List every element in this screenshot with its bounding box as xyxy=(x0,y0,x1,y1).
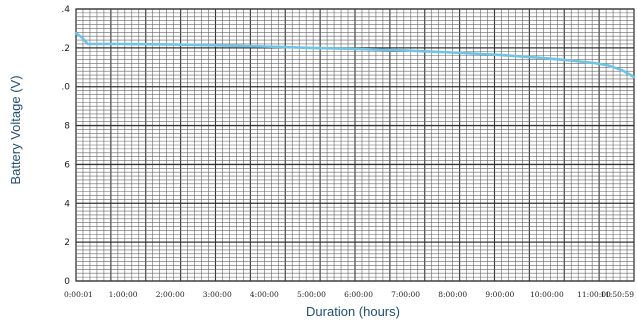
x-tick-label: 11:50:59 xyxy=(600,290,634,299)
x-tick-label: 6:00:00 xyxy=(344,290,373,299)
y-tick-label: 8 xyxy=(64,122,70,132)
x-tick-label: 11:00:00 xyxy=(577,290,611,299)
y-tick-label: .2 xyxy=(61,44,70,54)
y-tick-label: 0 xyxy=(64,277,70,287)
y-tick-label: 6 xyxy=(64,160,70,170)
y-axis-ticks: .4 .2 .0 8 6 4 2 0 xyxy=(61,5,70,287)
x-tick-label: 0:00:01 xyxy=(64,290,93,299)
battery-voltage-line xyxy=(74,31,636,79)
x-axis-ticks: 0:00:01 1:00:00 2:00:00 3:00:00 4:00:00 5:00:… xyxy=(64,290,634,299)
x-tick-label: 5:00:00 xyxy=(297,290,326,299)
y-tick-label: .0 xyxy=(61,83,70,93)
x-tick-label: 4:00:00 xyxy=(250,290,279,299)
x-tick-label: 3:00:00 xyxy=(203,290,232,299)
y-axis-label: Battery Voltage (V) xyxy=(8,75,23,184)
chart-grid xyxy=(75,8,635,282)
x-tick-label: 2:00:00 xyxy=(156,290,185,299)
series-layer xyxy=(74,31,636,79)
x-tick-label: 9:00:00 xyxy=(485,290,514,299)
x-axis-label: Duration (hours) xyxy=(306,304,400,319)
x-tick-label: 10:00:00 xyxy=(530,290,564,299)
x-tick-label: 8:00:00 xyxy=(438,290,467,299)
y-tick-label: .4 xyxy=(61,5,70,15)
y-tick-label: 2 xyxy=(64,238,70,248)
y-tick-label: 4 xyxy=(64,199,70,209)
x-tick-label: 1:00:00 xyxy=(109,290,138,299)
x-tick-label: 7:00:00 xyxy=(391,290,420,299)
